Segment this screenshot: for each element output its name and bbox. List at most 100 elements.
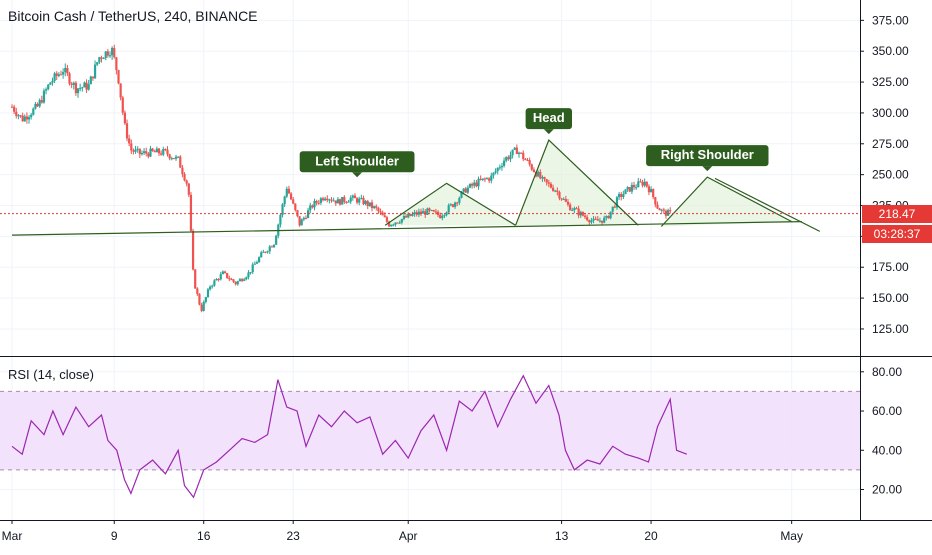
pattern-triangle-fill (661, 177, 792, 227)
candle-body (522, 152, 525, 160)
candle-body (134, 149, 137, 152)
candle-body (298, 216, 301, 226)
annotation-pointer (702, 166, 713, 172)
rsi-band (0, 391, 860, 470)
candle-body (432, 210, 435, 212)
candle-body (358, 198, 361, 203)
candle-body (72, 82, 75, 85)
candle-body (115, 57, 118, 71)
candle-body (309, 205, 312, 211)
candle-body (517, 152, 521, 154)
candle-body (49, 82, 52, 85)
candle-body (170, 158, 173, 160)
candle-body (142, 151, 146, 154)
candle-body (275, 235, 278, 245)
candle-body (649, 188, 653, 193)
candle-body (451, 204, 455, 207)
candle-body (639, 181, 642, 183)
candle-body (338, 199, 342, 205)
candle-body (630, 184, 633, 192)
candle-body (496, 167, 499, 172)
candle-body (390, 224, 393, 227)
candle-body (581, 211, 584, 216)
candle-body (573, 208, 576, 211)
rsi-tick-label: 60.00 (872, 404, 902, 418)
pattern-triangle-line (660, 176, 792, 227)
candle-body (434, 211, 438, 213)
candle-body (102, 58, 105, 60)
candle-body (436, 211, 440, 215)
candle-body (91, 76, 95, 79)
candle-body (40, 100, 43, 103)
candle-body (483, 178, 487, 180)
candle-body (15, 111, 18, 116)
candle-body (272, 244, 276, 248)
candle-body (98, 57, 101, 63)
candle-body (641, 181, 644, 186)
candle-body (213, 280, 216, 286)
time-tick-label: 20 (644, 529, 658, 543)
candle-body (366, 200, 369, 207)
candle-body (498, 167, 501, 169)
rsi-tick-label: 20.00 (872, 483, 902, 497)
candle-body (387, 221, 391, 227)
candle-body (662, 209, 665, 211)
candle-body (505, 157, 508, 161)
candle-body (471, 183, 474, 186)
candle-body (351, 195, 354, 198)
candle-body (44, 89, 48, 91)
chart-title: Bitcoin Cash / TetherUS, 240, BINANCE (8, 8, 258, 24)
candle-body (460, 191, 463, 198)
candle-body (83, 82, 86, 88)
candle-body (430, 210, 433, 212)
candle-body (36, 103, 39, 107)
candle-body (264, 251, 267, 253)
candle-body (494, 171, 497, 173)
candle-body (153, 150, 156, 153)
candle-body (17, 115, 20, 117)
candle-body (130, 143, 133, 151)
candle-body (326, 198, 329, 201)
candle-body (413, 212, 416, 215)
time-tick-label: May (780, 529, 803, 543)
candle-body (449, 204, 452, 206)
time-tick-label: 16 (197, 529, 211, 543)
candle-body (66, 68, 69, 74)
candle-body (160, 153, 163, 155)
candle-body (317, 202, 320, 204)
time-tick-label: 23 (287, 529, 301, 543)
candle-body (609, 211, 612, 219)
candle-body (313, 201, 316, 208)
candle-body (481, 178, 484, 180)
candle-body (321, 198, 325, 201)
candle-body (117, 70, 120, 84)
candle-body (162, 149, 165, 155)
candle-body (234, 281, 237, 285)
candle-body (392, 224, 395, 226)
candle-body (439, 214, 442, 219)
candle-body (360, 197, 363, 199)
candle-body (564, 199, 567, 202)
candle-body (230, 279, 233, 281)
candle-body (490, 175, 493, 181)
candle-body (560, 198, 563, 200)
candle-body (473, 182, 476, 186)
candle-body (547, 182, 550, 184)
candle-body (571, 210, 574, 212)
rsi-tick-label: 40.00 (872, 443, 902, 457)
candle-body (426, 208, 429, 215)
candle-body (635, 187, 638, 189)
time-axis: Mar 9 16 23 Apr 13 20 May (2, 520, 803, 543)
candle-body (456, 202, 459, 204)
candle-body (424, 211, 427, 215)
candle-body (592, 218, 595, 221)
candle-body (70, 83, 73, 85)
candle-body (355, 198, 359, 203)
candle-body (545, 179, 548, 183)
candle-body (515, 147, 518, 154)
candle-body (209, 286, 212, 290)
candle-body (270, 246, 273, 248)
candle-body (211, 285, 214, 287)
candle-body (164, 149, 167, 151)
